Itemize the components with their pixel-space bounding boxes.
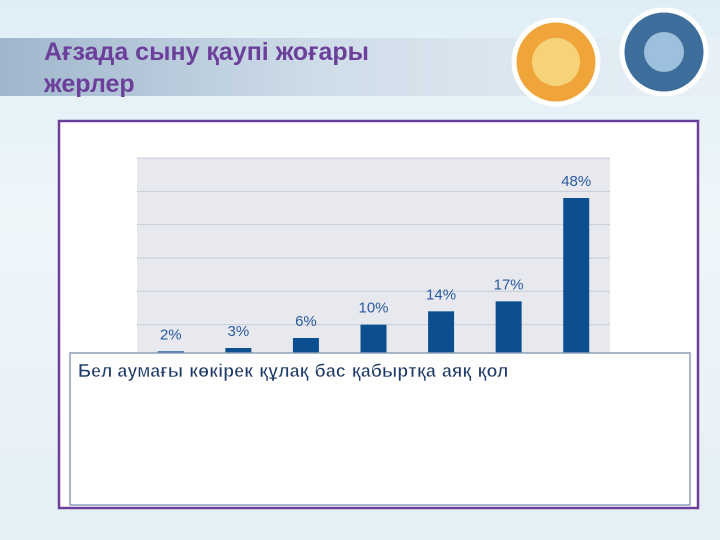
value-label: 6% [295,313,317,330]
decor-image [644,32,684,72]
category-label: қабыртқа [352,361,437,381]
value-label: 48% [561,173,591,190]
slide-title: Ағзада сыну қаупі жоғары жерлер [44,38,370,98]
category-label: аяқ [442,361,473,381]
category-label: құлақ [259,361,309,381]
bar [495,301,522,358]
category-label: Бел аумағы [78,361,183,381]
category-box [69,352,691,506]
value-label: 10% [358,300,388,317]
category-labels: Бел аумағы көкірек құлақ бас қабыртқа аяқ қол [78,361,508,381]
decor-image [532,38,580,86]
bar [428,311,455,358]
category-label: қол [477,361,508,381]
category-label: бас [315,361,346,381]
bar [563,198,590,358]
value-label: 17% [494,276,524,293]
category-label: көкірек [189,361,254,381]
value-label: 14% [426,286,456,303]
value-label: 2% [160,326,182,343]
value-label: 3% [228,323,250,340]
